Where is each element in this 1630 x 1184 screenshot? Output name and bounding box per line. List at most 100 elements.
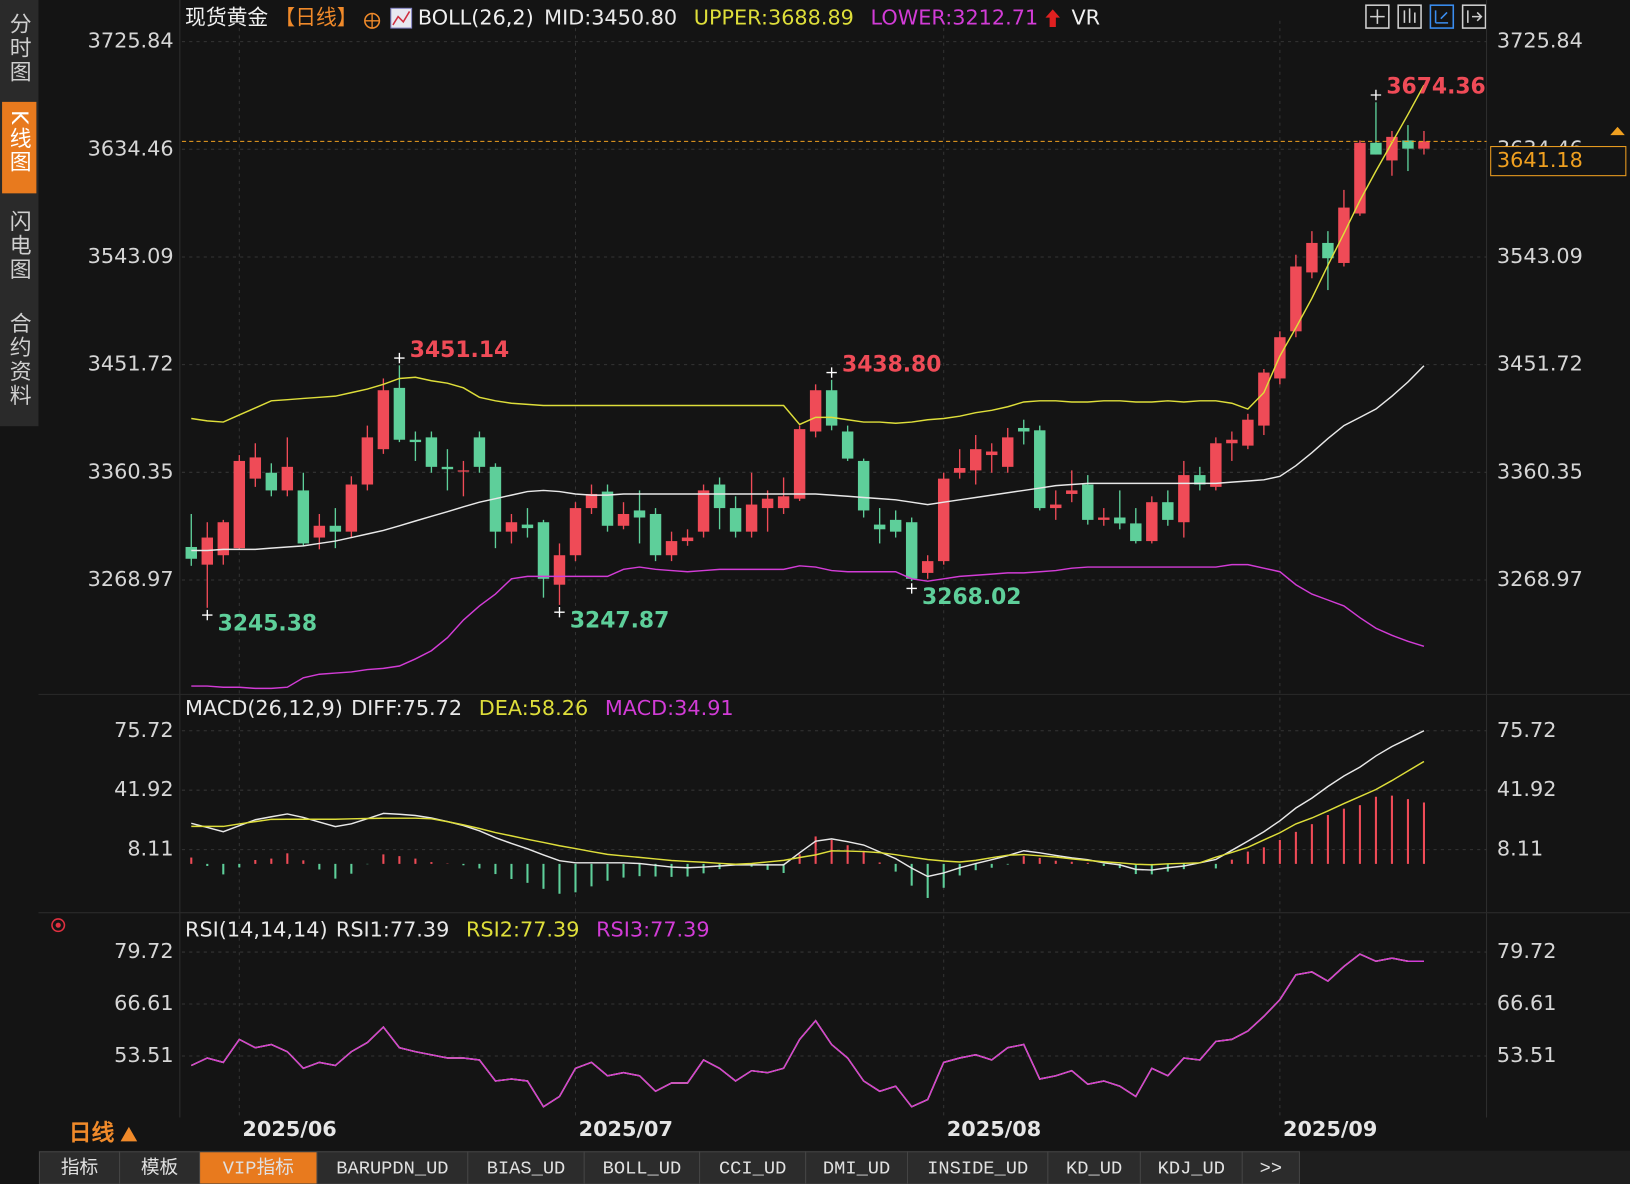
legend-entry: LOWER:3212.71 bbox=[871, 6, 1039, 30]
extreme-marker bbox=[202, 609, 213, 621]
sidebar-tab[interactable] bbox=[2, 4, 37, 98]
indicator-line bbox=[191, 760, 1425, 866]
footer-tab-label: INSIDE_UD bbox=[927, 1157, 1028, 1179]
last-price-label: 3641.18 bbox=[1497, 148, 1583, 172]
footer-tab[interactable] bbox=[583, 1151, 701, 1184]
footer-tab[interactable] bbox=[199, 1151, 318, 1184]
y-tick-label: 3268.97 bbox=[88, 567, 174, 591]
footer-tab[interactable] bbox=[699, 1151, 807, 1184]
footer-tab-label: KD_UD bbox=[1066, 1157, 1122, 1179]
footer-tab-label: 指标 bbox=[61, 1157, 98, 1179]
x-tick-label: 2025/09 bbox=[1283, 1117, 1377, 1141]
candle-body bbox=[1098, 517, 1110, 520]
candle-body bbox=[1322, 242, 1334, 259]
indicator-name: BOLL(26,2) bbox=[418, 6, 534, 30]
period-icon-cross bbox=[364, 13, 380, 29]
y-tick-label: 41.92 bbox=[114, 777, 174, 801]
footer-tab[interactable] bbox=[1241, 1151, 1300, 1184]
candle-body bbox=[825, 390, 838, 426]
candle-body bbox=[185, 546, 197, 559]
candle-body bbox=[281, 466, 294, 491]
y-tick-label: 3634.46 bbox=[88, 136, 174, 160]
footer-tab-label: VIP指标 bbox=[223, 1157, 294, 1179]
candle-body bbox=[1114, 517, 1126, 524]
icon-zoom-glyph bbox=[1434, 10, 1449, 24]
y-tick-label: 75.72 bbox=[114, 718, 174, 742]
legend-entry: UPPER:3688.89 bbox=[694, 6, 854, 30]
sidebar-tab-label: 合约资料 bbox=[6, 312, 31, 408]
icon-next[interactable] bbox=[1461, 4, 1487, 29]
candle-body bbox=[809, 390, 822, 432]
footer-tab-label: BIAS_UD bbox=[487, 1157, 566, 1179]
candle-body bbox=[505, 522, 518, 532]
candle-body bbox=[601, 491, 614, 526]
y-tick-label-right: 66.61 bbox=[1497, 991, 1557, 1015]
icon-zoom[interactable] bbox=[1429, 4, 1455, 29]
candle-body bbox=[1066, 490, 1078, 494]
candle-body bbox=[681, 537, 694, 542]
candle-body bbox=[1002, 437, 1014, 467]
footer-tab-label: >> bbox=[1260, 1157, 1282, 1179]
y-tick-label-right: 75.72 bbox=[1497, 718, 1557, 742]
candle-body bbox=[1178, 475, 1190, 523]
candle-body bbox=[377, 390, 390, 450]
footer-tab[interactable] bbox=[38, 1151, 121, 1184]
y-tick-label-right: 41.92 bbox=[1497, 777, 1557, 801]
y-tick-label: 3451.72 bbox=[88, 352, 174, 376]
candle-body bbox=[633, 510, 646, 518]
candle-body bbox=[393, 387, 406, 440]
y-tick-label: 79.72 bbox=[114, 939, 174, 963]
candle-body bbox=[841, 431, 854, 459]
x-tick-label: 2025/08 bbox=[947, 1117, 1041, 1141]
panel-title: RSI(14,14,14) bbox=[185, 917, 328, 941]
footer-tab-label: 模板 bbox=[141, 1157, 179, 1179]
sidebar-tab[interactable] bbox=[2, 303, 37, 425]
candle-body bbox=[233, 460, 246, 549]
candle-body bbox=[745, 504, 758, 532]
candle-body bbox=[249, 457, 262, 479]
low-label: 3245.38 bbox=[218, 611, 317, 636]
indicator-line bbox=[190, 953, 1424, 1108]
high-label: 3674.36 bbox=[1386, 75, 1485, 100]
extreme-marker bbox=[1370, 89, 1382, 101]
candle-body bbox=[889, 519, 902, 532]
rsi-target-icon bbox=[51, 918, 66, 933]
indicator-line bbox=[191, 84, 1425, 426]
icon-candle-glyph bbox=[1403, 8, 1416, 23]
footer-tab-label: BARUPDN_UD bbox=[336, 1157, 448, 1179]
y-tick-label-right: 79.72 bbox=[1497, 939, 1557, 963]
candle-body bbox=[665, 541, 678, 556]
candle-body bbox=[1082, 484, 1094, 520]
candle-body bbox=[761, 498, 774, 509]
candle-body bbox=[953, 468, 966, 473]
candle-body bbox=[361, 437, 374, 485]
candle-body bbox=[409, 439, 422, 443]
candle-body bbox=[1354, 142, 1366, 214]
chart-title: 现货黄金 bbox=[185, 6, 268, 30]
candle-body bbox=[1418, 141, 1430, 149]
period-label: 【日线】 bbox=[274, 6, 357, 30]
footer-tab-label: KDJ_UD bbox=[1158, 1157, 1225, 1179]
candle-body bbox=[313, 525, 326, 538]
y-tick-label-right: 3725.84 bbox=[1497, 29, 1583, 53]
low-label: 3268.02 bbox=[922, 585, 1021, 610]
legend-entry: RSI3:77.39 bbox=[596, 917, 709, 941]
candle-body bbox=[1050, 504, 1062, 509]
legend-entry: MID:3450.80 bbox=[544, 6, 677, 30]
icon-crosshair[interactable] bbox=[1365, 4, 1390, 29]
indicator-line bbox=[191, 730, 1425, 878]
candle-body bbox=[345, 484, 358, 532]
candle-body bbox=[457, 470, 470, 472]
footer-tab[interactable] bbox=[1047, 1151, 1141, 1184]
legend-entry: MACD:34.91 bbox=[605, 696, 734, 720]
y-tick-label-right: 3268.97 bbox=[1497, 567, 1583, 591]
sidebar-tab[interactable] bbox=[2, 201, 37, 296]
sidebar-tab[interactable] bbox=[2, 101, 37, 194]
y-tick-label-right: 3543.09 bbox=[1497, 244, 1583, 268]
icon-candle[interactable] bbox=[1397, 4, 1422, 29]
footer-tab[interactable] bbox=[805, 1151, 909, 1184]
candle-body bbox=[921, 561, 934, 573]
candle-body bbox=[473, 437, 486, 467]
